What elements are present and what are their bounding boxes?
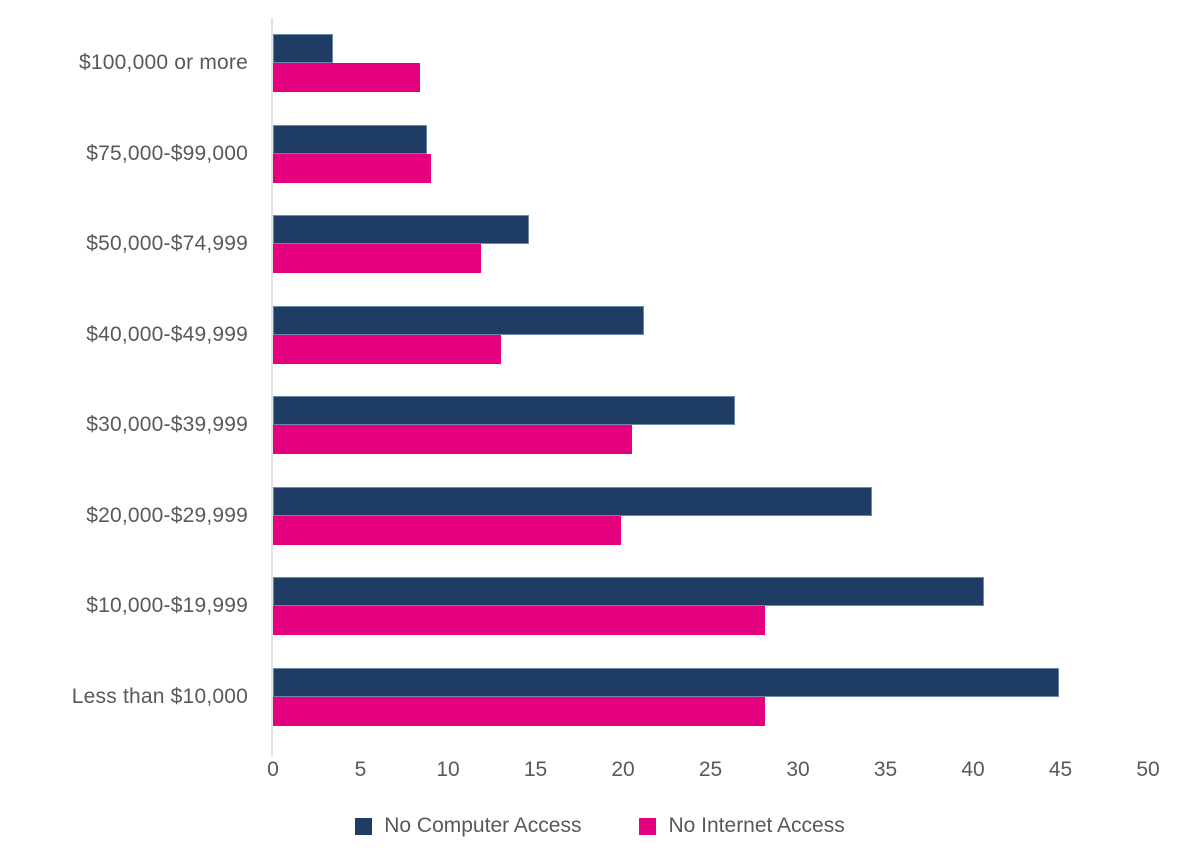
no-internet-access-bar — [273, 244, 482, 274]
legend-swatch-icon — [355, 817, 373, 835]
x-tick-label: 40 — [961, 758, 985, 781]
x-tick-label: 45 — [1048, 758, 1073, 781]
category-axis: $100,000 or more $75,000-$99,000 $50,000-$… — [0, 18, 248, 742]
bar-group-4 — [273, 290, 1148, 381]
plot-area — [271, 18, 1148, 756]
chart-legend: No Computer Access No Internet Access — [0, 814, 1200, 838]
category-label: $10,000-$19,999 — [86, 594, 248, 618]
no-computer-access-bar — [273, 577, 984, 607]
category-label: $30,000-$39,999 — [86, 413, 248, 437]
legend-item-no-computer-access: No Computer Access — [355, 814, 581, 838]
no-internet-access-bar — [273, 334, 501, 364]
no-internet-access-bar — [273, 425, 632, 455]
no-internet-access-bar — [273, 63, 420, 93]
no-computer-access-bar — [273, 667, 1059, 697]
bar-group-2 — [273, 109, 1148, 200]
no-computer-access-bar — [273, 305, 644, 335]
no-computer-access-bar — [273, 34, 333, 64]
category-label: $50,000-$74,999 — [86, 232, 248, 256]
no-internet-access-bar — [273, 696, 765, 726]
category-label: $75,000-$99,000 — [86, 141, 248, 165]
no-computer-access-bar — [273, 215, 529, 245]
no-computer-access-bar — [273, 486, 872, 516]
no-internet-access-bar — [273, 153, 431, 183]
bar-group-1 — [273, 18, 1148, 109]
x-tick-label: 35 — [873, 758, 898, 781]
value-axis-line — [271, 18, 273, 756]
category-label: $20,000-$29,999 — [86, 503, 248, 527]
x-tick-label: 15 — [523, 758, 548, 781]
bar-group-6 — [273, 471, 1148, 562]
x-tick-label: 5 — [354, 758, 367, 781]
bar-group-8 — [273, 652, 1148, 743]
no-computer-access-bar — [273, 124, 427, 154]
legend-swatch-icon — [639, 817, 657, 835]
bar-group-3 — [273, 199, 1148, 290]
category-label: $40,000-$49,999 — [86, 322, 248, 346]
no-internet-access-bar — [273, 606, 765, 636]
bar-group-7 — [273, 561, 1148, 652]
legend-label: No Internet Access — [668, 814, 845, 837]
x-tick-label: 25 — [698, 758, 723, 781]
no-computer-access-bar — [273, 396, 735, 426]
x-tick-label: 0 — [267, 758, 279, 781]
x-tick-label: 50 — [1136, 758, 1160, 781]
x-tick-label: 30 — [786, 758, 810, 781]
no-internet-access-bar — [273, 515, 622, 545]
category-label: $100,000 or more — [79, 51, 248, 75]
bar-group-5 — [273, 380, 1148, 471]
x-tick-label: 20 — [611, 758, 635, 781]
value-axis: 0 5 10 15 20 25 30 35 40 45 50 — [267, 758, 1160, 788]
x-tick-label: 10 — [436, 758, 460, 781]
legend-label: No Computer Access — [384, 814, 582, 837]
category-label: Less than $10,000 — [71, 684, 248, 708]
legend-item-no-internet-access: No Internet Access — [639, 814, 845, 838]
